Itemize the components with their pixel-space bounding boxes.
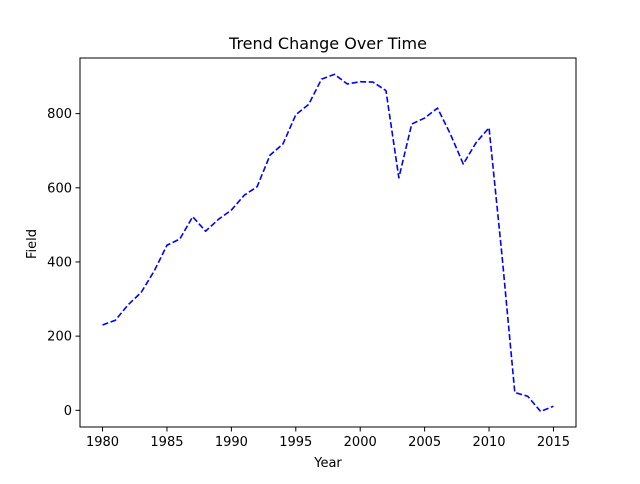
series-line <box>102 73 554 413</box>
y-tick-label: 600 <box>47 181 72 196</box>
data-point <box>334 74 335 75</box>
x-tick-label: 1985 <box>150 435 183 450</box>
data-point <box>385 90 386 91</box>
data-point <box>179 238 180 239</box>
data-point <box>476 142 477 143</box>
data-point <box>192 216 193 217</box>
data-point <box>244 195 245 196</box>
data-point <box>488 127 489 128</box>
data-point <box>282 143 283 144</box>
data-point <box>411 123 412 124</box>
data-point <box>347 83 348 84</box>
data-point <box>166 245 167 246</box>
y-axis-label: Field <box>25 229 40 259</box>
data-point <box>372 82 373 83</box>
x-tick-label: 2005 <box>408 435 441 450</box>
data-point <box>553 406 554 407</box>
data-point <box>463 163 464 164</box>
x-tick-label: 2010 <box>472 435 505 450</box>
data-point <box>295 114 296 115</box>
data-point <box>205 231 206 232</box>
data-point <box>321 79 322 80</box>
data-point <box>218 219 219 220</box>
data-point <box>257 186 258 187</box>
data-point <box>450 133 451 134</box>
x-tick-label: 2000 <box>344 435 377 450</box>
x-axis-ticks: 1980 1985 1990 1995 2000 2005 2010 2015 <box>86 427 570 450</box>
x-tick-label: 1995 <box>279 435 312 450</box>
chart-title: Trend Change Over Time <box>228 34 427 53</box>
data-point <box>437 107 438 108</box>
data-point <box>231 209 232 210</box>
data-point <box>398 177 399 178</box>
y-tick-label: 400 <box>47 255 72 270</box>
y-tick-label: 800 <box>47 107 72 122</box>
data-point <box>269 155 270 156</box>
x-tick-label: 1990 <box>215 435 248 450</box>
y-axis-ticks: 0 200 400 600 800 <box>47 107 80 419</box>
series-layer <box>102 73 554 413</box>
data-point <box>308 104 309 105</box>
data-point <box>540 411 541 412</box>
data-point <box>501 254 502 255</box>
x-tick-label: 2015 <box>537 435 570 450</box>
plot-frame <box>79 57 577 428</box>
data-point <box>514 392 515 393</box>
data-point <box>141 292 142 293</box>
data-point <box>527 396 528 397</box>
y-tick-label: 200 <box>47 330 72 345</box>
data-point <box>153 271 154 272</box>
x-tick-label: 1980 <box>86 435 119 450</box>
data-point <box>424 117 425 118</box>
data-point <box>102 324 103 325</box>
data-point <box>360 81 361 82</box>
x-axis-label: Year <box>313 456 342 471</box>
data-point <box>128 304 129 305</box>
data-point <box>115 320 116 321</box>
y-tick-label: 0 <box>64 404 72 419</box>
